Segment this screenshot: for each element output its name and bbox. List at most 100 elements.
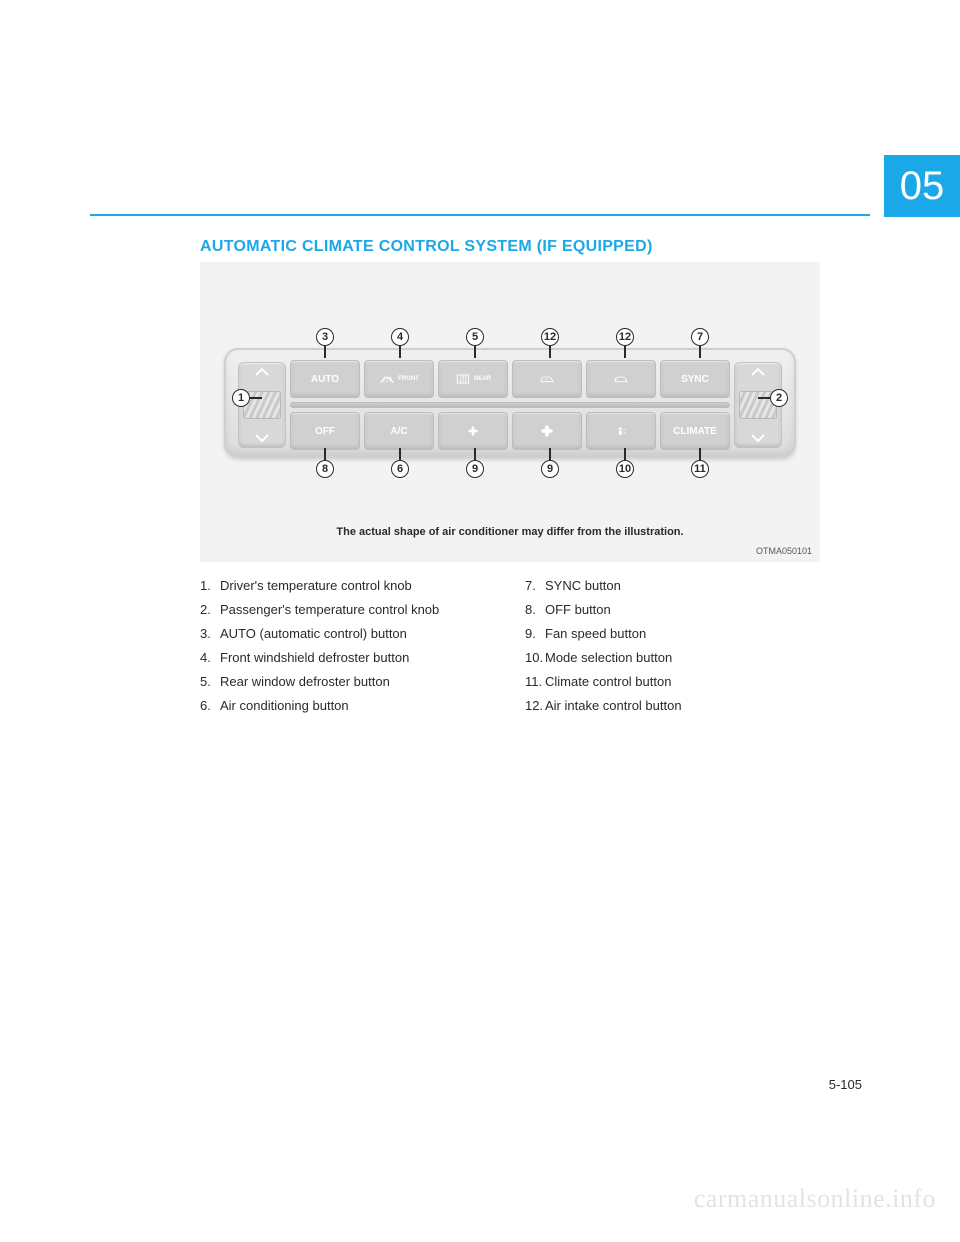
leader-b0: [324, 448, 326, 460]
list-text: Front windshield defroster button: [220, 646, 409, 670]
callout-b5: 11: [691, 460, 709, 478]
leader-knob-1: [250, 397, 262, 399]
chevron-up-icon: [751, 367, 765, 377]
car-recirculate-icon: [539, 373, 555, 385]
sync-button[interactable]: SYNC: [660, 360, 730, 398]
leader-b5: [699, 448, 701, 460]
list-text: OFF button: [545, 598, 611, 622]
list-item: 11.Climate control button: [525, 670, 820, 694]
callout-t1: 4: [391, 328, 409, 346]
list-item: 10.Mode selection button: [525, 646, 820, 670]
climate-button[interactable]: CLIMATE: [660, 412, 730, 450]
leader-b1: [399, 448, 401, 460]
legend-right: 7.SYNC button 8.OFF button 9.Fan speed b…: [525, 574, 820, 718]
callout-t0: 3: [316, 328, 334, 346]
list-item: 3.AUTO (automatic control) button: [200, 622, 495, 646]
off-button[interactable]: OFF: [290, 412, 360, 450]
list-num: 9.: [525, 622, 545, 646]
leader-t5: [699, 346, 701, 358]
list-num: 10.: [525, 646, 545, 670]
leader-b4: [624, 448, 626, 460]
panel-buttons: AUTO FRONT REAR SYNC: [290, 360, 730, 446]
callout-b2: 9: [466, 460, 484, 478]
list-num: 5.: [200, 670, 220, 694]
list-text: Air conditioning button: [220, 694, 349, 718]
top-button-row: AUTO FRONT REAR SYNC: [290, 360, 730, 398]
callout-b0: 8: [316, 460, 334, 478]
callout-t5: 7: [691, 328, 709, 346]
section-title: AUTOMATIC CLIMATE CONTROL SYSTEM (IF EQU…: [200, 238, 820, 256]
list-num: 12.: [525, 694, 545, 718]
air-intake-fresh-button[interactable]: [586, 360, 656, 398]
fan-small-icon: [465, 425, 481, 437]
leader-b3: [549, 448, 551, 460]
list-item: 5.Rear window defroster button: [200, 670, 495, 694]
auto-button[interactable]: AUTO: [290, 360, 360, 398]
list-num: 8.: [525, 598, 545, 622]
list-num: 2.: [200, 598, 220, 622]
mode-selection-button[interactable]: [586, 412, 656, 450]
page-content: AUTOMATIC CLIMATE CONTROL SYSTEM (IF EQU…: [200, 238, 820, 718]
air-intake-recirculate-button[interactable]: [512, 360, 582, 398]
list-num: 6.: [200, 694, 220, 718]
callout-1: 1: [232, 389, 250, 407]
off-label: OFF: [315, 426, 335, 437]
list-text: Fan speed button: [545, 622, 646, 646]
list-num: 7.: [525, 574, 545, 598]
front-defrost-button[interactable]: FRONT: [364, 360, 434, 398]
rear-defrost-button[interactable]: REAR: [438, 360, 508, 398]
callout-b3: 9: [541, 460, 559, 478]
fan-speed-down-button[interactable]: [438, 412, 508, 450]
list-item: 2.Passenger's temperature control knob: [200, 598, 495, 622]
list-item: 1.Driver's temperature control knob: [200, 574, 495, 598]
list-text: Climate control button: [545, 670, 671, 694]
list-item: 4.Front windshield defroster button: [200, 646, 495, 670]
watermark: carmanualsonline.info: [694, 1184, 936, 1214]
list-item: 8.OFF button: [525, 598, 820, 622]
climate-panel: AUTO FRONT REAR SYNC: [224, 348, 796, 458]
callout-t2: 5: [466, 328, 484, 346]
callout-2: 2: [770, 389, 788, 407]
chevron-down-icon: [255, 433, 269, 443]
list-text: AUTO (automatic control) button: [220, 622, 407, 646]
legend-left: 1.Driver's temperature control knob 2.Pa…: [200, 574, 495, 718]
front-label: FRONT: [398, 376, 419, 382]
leader-knob-2: [758, 397, 770, 399]
ac-label: A/C: [390, 426, 407, 437]
fan-speed-up-button[interactable]: [512, 412, 582, 450]
chapter-tab: 05: [884, 155, 960, 217]
list-text: SYNC button: [545, 574, 621, 598]
climate-label: CLIMATE: [673, 426, 717, 437]
callout-b4: 10: [616, 460, 634, 478]
leader-t1: [399, 346, 401, 358]
list-text: Air intake control button: [545, 694, 682, 718]
legend-columns: 1.Driver's temperature control knob 2.Pa…: [200, 574, 820, 718]
defrost-rear-icon: [455, 373, 471, 385]
defrost-front-icon: [379, 373, 395, 385]
list-num: 1.: [200, 574, 220, 598]
figure-code: OTMA050101: [756, 546, 812, 556]
person-airflow-icon: [613, 425, 629, 437]
leader-t3: [549, 346, 551, 358]
ac-button[interactable]: A/C: [364, 412, 434, 450]
callout-t3: 12: [541, 328, 559, 346]
leader-b2: [474, 448, 476, 460]
list-text: Mode selection button: [545, 646, 672, 670]
list-item: 7.SYNC button: [525, 574, 820, 598]
climate-panel-figure: AUTO FRONT REAR SYNC: [200, 262, 820, 562]
rear-label: REAR: [474, 376, 491, 382]
chevron-up-icon: [255, 367, 269, 377]
fan-large-icon: [539, 425, 555, 437]
list-num: 3.: [200, 622, 220, 646]
sync-label: SYNC: [681, 374, 709, 385]
list-text: Rear window defroster button: [220, 670, 390, 694]
list-text: Passenger's temperature control knob: [220, 598, 439, 622]
list-item: 6.Air conditioning button: [200, 694, 495, 718]
car-fresh-air-icon: [613, 373, 629, 385]
auto-label: AUTO: [311, 374, 339, 385]
header-rule: [90, 214, 870, 216]
leader-t4: [624, 346, 626, 358]
callout-b1: 6: [391, 460, 409, 478]
leader-t2: [474, 346, 476, 358]
list-item: 12.Air intake control button: [525, 694, 820, 718]
